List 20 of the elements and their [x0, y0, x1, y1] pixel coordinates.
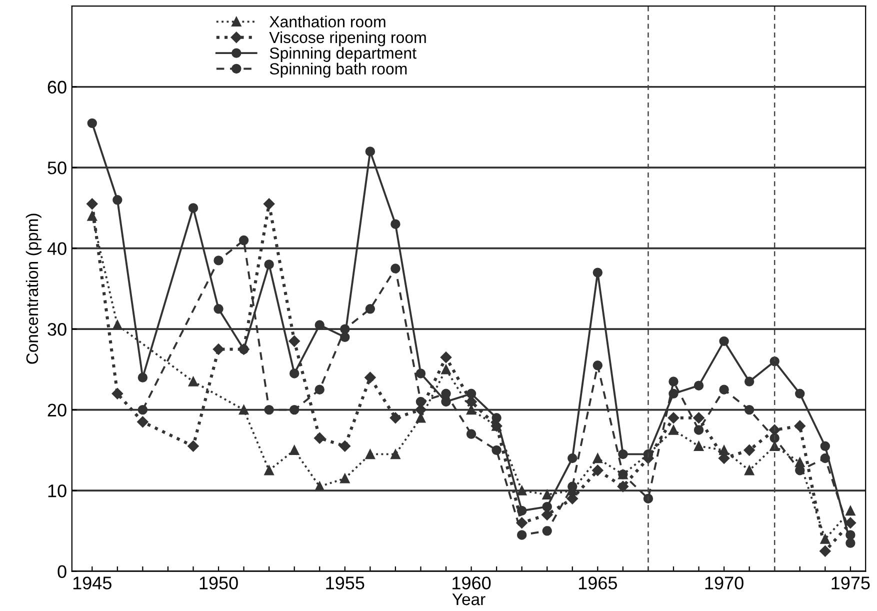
legend-label: Spinning department — [270, 47, 416, 62]
legend-label: Spinning bath room — [270, 62, 407, 78]
y-tick-label: 30 — [48, 323, 66, 336]
x-tick-label: 1950 — [200, 576, 238, 590]
x-tick-label: 1965 — [578, 576, 617, 590]
legend-label: Xanthation room — [269, 16, 386, 28]
x-tick-label: 1955 — [326, 576, 364, 590]
y-tick-label: 20 — [48, 404, 66, 417]
y-tick-label: 50 — [48, 162, 66, 174]
x-tick-label: 1975 — [832, 576, 870, 590]
legend-label: Viscose ripening room — [269, 31, 426, 46]
x-tick-label: 1970 — [705, 576, 744, 590]
x-tick-label: 1945 — [73, 576, 112, 590]
x-tick-label: 1960 — [452, 576, 491, 590]
y-tick-label: 40 — [47, 242, 66, 256]
x-axis-title: Year — [452, 594, 486, 606]
y-axis-title: Concentration (ppm) — [26, 214, 42, 364]
y-tick-label: 60 — [48, 80, 66, 94]
y-tick-label: 0 — [58, 565, 66, 578]
y-tick-label: 10 — [48, 484, 66, 498]
